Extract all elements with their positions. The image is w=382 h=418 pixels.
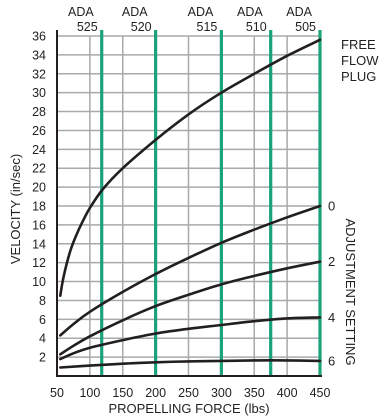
y-tick-label-24: 24 — [32, 143, 46, 157]
y-tick-label-10: 10 — [32, 275, 46, 289]
x-tick-label-100: 100 — [79, 386, 100, 400]
ada-label-top-515: ADA — [188, 5, 214, 19]
x-tick-label-250: 250 — [178, 386, 199, 400]
curves — [59, 38, 322, 369]
curve-setting-6 — [59, 359, 322, 369]
y-tick-label-22: 22 — [32, 162, 46, 176]
curve-setting-4 — [59, 316, 322, 361]
ada-label-top-510: ADA — [237, 5, 263, 19]
x-tick-label-150: 150 — [112, 386, 133, 400]
labels: PROPELLING FORCE (lbs) VELOCITY (in/sec)… — [8, 5, 379, 416]
x-tick-label-200: 200 — [145, 386, 166, 400]
y-tick-label-12: 12 — [32, 256, 46, 270]
y-tick-label-2: 2 — [39, 351, 46, 365]
x-axis-label: PROPELLING FORCE (lbs) — [108, 401, 269, 416]
curve-setting-0 — [59, 204, 322, 337]
setting-label-6: 6 — [328, 353, 335, 368]
ada-label-number-515: 515 — [197, 20, 218, 34]
curve-free-flow-plug — [59, 38, 322, 297]
adjustment-setting-label: ADJUSTMENT SETTING — [343, 218, 358, 365]
y-tick-label-30: 30 — [32, 86, 46, 100]
y-tick-label-4: 4 — [39, 332, 46, 346]
x-tick-label-350: 350 — [244, 386, 265, 400]
y-tick-label-28: 28 — [32, 105, 46, 119]
ada-label-top-525: ADA — [68, 5, 94, 19]
ada-label-number-510: 510 — [246, 20, 267, 34]
x-tick-label-450: 450 — [310, 386, 331, 400]
x-tick-label-400: 400 — [277, 386, 298, 400]
y-tick-label-6: 6 — [39, 313, 46, 327]
free-flow-plug-label-1: FREE — [341, 37, 376, 52]
curve-setting-2 — [59, 260, 322, 356]
ada-label-top-505: ADA — [286, 5, 312, 19]
y-tick-label-32: 32 — [32, 67, 46, 81]
y-tick-label-26: 26 — [32, 124, 46, 138]
setting-label-0: 0 — [328, 199, 335, 214]
y-tick-label-8: 8 — [39, 294, 46, 308]
free-flow-plug-label-3: PLUG — [341, 69, 376, 84]
y-tick-label-18: 18 — [32, 200, 46, 214]
ada-label-number-525: 525 — [77, 20, 98, 34]
setting-label-2: 2 — [328, 254, 335, 269]
x-tick-label-300: 300 — [211, 386, 232, 400]
free-flow-plug-label-2: FLOW — [341, 53, 379, 68]
y-tick-label-34: 34 — [32, 48, 46, 62]
y-tick-label-14: 14 — [32, 237, 46, 251]
grid — [57, 35, 320, 376]
ada-label-number-505: 505 — [295, 20, 316, 34]
y-tick-label-20: 20 — [32, 181, 46, 195]
y-tick-label-36: 36 — [32, 30, 46, 44]
setting-label-4: 4 — [328, 310, 335, 325]
y-axis-label: VELOCITY (in/sec) — [8, 154, 23, 264]
x-tick-label-50: 50 — [50, 386, 64, 400]
ada-label-top-520: ADA — [122, 5, 148, 19]
y-tick-label-16: 16 — [32, 218, 46, 232]
ada-label-number-520: 520 — [131, 20, 152, 34]
